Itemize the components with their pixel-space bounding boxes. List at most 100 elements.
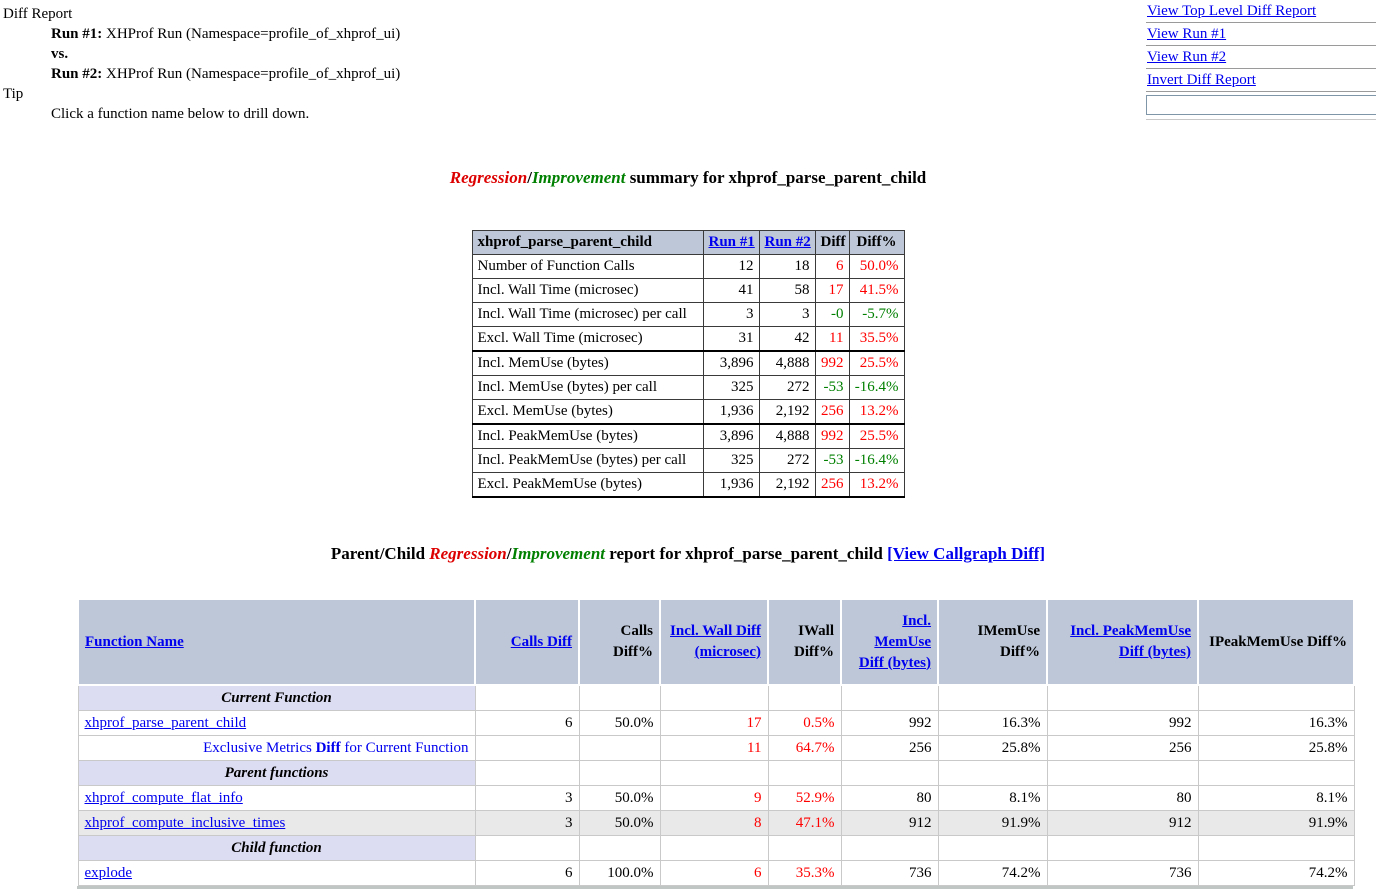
exclusive-metrics-label: Exclusive Metrics Diff for Current Funct… [77, 735, 476, 761]
value-cell: 0.5% [767, 710, 842, 736]
value-cell: 91.9% [1197, 810, 1355, 836]
slash-text: / [527, 168, 532, 187]
incl-peakmemuse-diff-sort-link[interactable]: Incl. PeakMemUse Diff (bytes) [1070, 623, 1191, 660]
nav-row: Invert Diff Report [1146, 69, 1376, 92]
function-link[interactable]: explode [84, 864, 132, 881]
empty-cell [937, 760, 1048, 786]
run1-column-header[interactable]: Run #1 [702, 230, 760, 255]
tip-text: Click a function name below to drill dow… [51, 106, 310, 122]
section-label: Child function [77, 835, 476, 861]
diff-value: 11 [814, 326, 850, 352]
run2-value: 2,192 [758, 399, 816, 425]
column-header-incl-memuse-diff[interactable]: Incl. MemUse Diff (bytes) [840, 598, 939, 686]
value-cell: 16.3% [1197, 710, 1355, 736]
view-run2-link[interactable]: View Run #2 [1147, 49, 1227, 65]
run1-value: 325 [702, 375, 760, 400]
view-top-level-diff-report-link[interactable]: View Top Level Diff Report [1147, 3, 1317, 19]
value-cell: 256 [840, 735, 939, 761]
function-link[interactable]: xhprof_compute_flat_info [84, 789, 243, 806]
function-name-sort-link[interactable]: Function Name [85, 633, 184, 650]
summary-title-rest: summary for xhprof_parse_parent_child [625, 168, 927, 187]
run1-value: 31 [702, 326, 760, 352]
view-callgraph-diff-link[interactable]: [View Callgraph Diff] [887, 544, 1046, 563]
column-header-calls-diff[interactable]: Calls Diff [474, 598, 580, 686]
summary-row: Excl. MemUse (bytes) 1,936 2,192 256 13.2% [471, 399, 905, 425]
function-name-cell: explode [77, 860, 476, 886]
run1-value: 325 [702, 448, 760, 473]
run2-header-link[interactable]: Run #2 [764, 234, 811, 250]
page-header: Diff Report Run #1: XHProf Run (Namespac… [0, 0, 1376, 122]
column-header-incl-peakmemuse-diff[interactable]: Incl. PeakMemUse Diff (bytes) [1046, 598, 1199, 686]
summary-table-body: Number of Function Calls 12 18 6 50.0% Incl. … [471, 254, 905, 498]
calls-diff-sort-link[interactable]: Calls Diff [510, 633, 572, 650]
vs-label: vs. [51, 46, 69, 62]
section-row: Child function [77, 835, 1355, 861]
run1-line: Run #1: XHProf Run (Namespace=profile_of… [51, 24, 1376, 44]
value-cell: 912 [1046, 810, 1199, 836]
value-cell: 35.3% [767, 860, 842, 886]
nav-row: View Top Level Diff Report [1146, 0, 1376, 23]
function-typeahead-input[interactable] [1146, 95, 1376, 115]
value-cell: 50.0% [578, 785, 661, 811]
value-cell: 25.8% [1197, 735, 1355, 761]
value-cell: 6 [659, 860, 769, 886]
run1-value: 3,896 [702, 423, 760, 449]
diff-value: 256 [814, 472, 850, 498]
value-cell: 6 [474, 710, 580, 736]
diff-pct-value: 50.0% [848, 254, 905, 279]
empty-cell [659, 684, 769, 711]
report-title: Diff Report [3, 6, 73, 22]
metric-label: Incl. Wall Time (microsec) [471, 278, 704, 303]
function-link[interactable]: xhprof_compute_inclusive_times [84, 814, 286, 831]
value-cell: 9 [659, 785, 769, 811]
column-header-function-name[interactable]: Function Name [77, 598, 476, 686]
run2-value: 42 [758, 326, 816, 352]
metric-label: Incl. Wall Time (microsec) per call [471, 302, 704, 327]
run2-label: Run #2: [51, 66, 103, 82]
function-name-cell: xhprof_parse_parent_child [77, 710, 476, 736]
run1-header-link[interactable]: Run #1 [708, 234, 755, 250]
value-cell: 256 [1046, 735, 1199, 761]
invert-diff-report-link[interactable]: Invert Diff Report [1147, 72, 1256, 88]
pc-table-body: Current Function xhprof_parse_parent_chil… [77, 684, 1355, 886]
empty-cell [840, 760, 939, 786]
value-cell: 80 [840, 785, 939, 811]
function-name-cell: xhprof_compute_inclusive_times [77, 810, 476, 836]
section-label: Parent functions [77, 760, 476, 786]
run1-value: XHProf Run (Namespace=profile_of_xhprof_… [102, 26, 401, 42]
diff-pct-value: -16.4% [848, 448, 905, 473]
incl-wall-diff-sort-link[interactable]: Incl. Wall Diff (microsec) [670, 623, 761, 660]
empty-cell [474, 835, 580, 861]
view-run1-link[interactable]: View Run #1 [1147, 26, 1227, 42]
value-cell: 16.3% [937, 710, 1048, 736]
value-cell: 3 [474, 810, 580, 836]
empty-cell [1197, 760, 1355, 786]
diff-pct-value: 25.5% [848, 423, 905, 449]
run2-line: Run #2: XHProf Run (Namespace=profile_of… [51, 64, 1376, 84]
column-header-iwall-diff-pct: IWall Diff% [767, 598, 842, 686]
run2-column-header[interactable]: Run #2 [758, 230, 816, 255]
diff-value: -0 [814, 302, 850, 327]
incl-memuse-diff-sort-link[interactable]: Incl. MemUse Diff (bytes) [858, 612, 931, 671]
diff-pct-value: 13.2% [848, 472, 905, 498]
value-cell: 50.0% [578, 810, 661, 836]
value-cell: 736 [1046, 860, 1199, 886]
column-header-incl-wall-diff[interactable]: Incl. Wall Diff (microsec) [659, 598, 769, 686]
next-row-partial-strip [77, 886, 1353, 889]
empty-cell [767, 835, 842, 861]
empty-cell [578, 760, 661, 786]
exclusive-label-post: for Current Function [340, 739, 469, 756]
run2-value: 272 [758, 448, 816, 473]
report-meta: Diff Report Run #1: XHProf Run (Namespac… [0, 0, 1376, 124]
value-cell [578, 735, 661, 761]
column-header-ipeakmemuse-diff-pct: IPeakMemUse Diff% [1197, 598, 1355, 686]
summary-row: Incl. PeakMemUse (bytes) per call 325 272-… [471, 448, 905, 473]
run1-value: 41 [702, 278, 760, 303]
value-cell: 74.2% [937, 860, 1048, 886]
empty-cell [937, 835, 1048, 861]
function-link[interactable]: xhprof_parse_parent_child [84, 714, 247, 731]
value-cell: 992 [1046, 710, 1199, 736]
diff-value: -53 [814, 375, 850, 400]
slash-text: / [506, 544, 512, 563]
run2-value: 4,888 [758, 423, 816, 449]
